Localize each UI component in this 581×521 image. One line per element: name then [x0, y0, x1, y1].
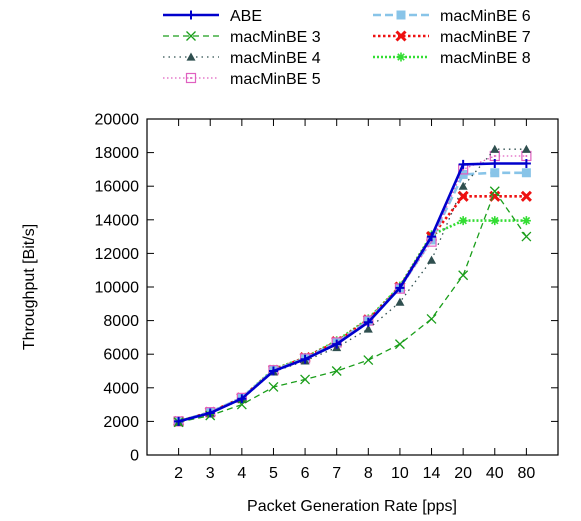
- data-point: [521, 231, 532, 242]
- data-point: [205, 408, 215, 418]
- y-tick-label: 20000: [95, 112, 140, 129]
- legend-marker: [395, 30, 407, 42]
- legend-marker: [396, 10, 406, 20]
- legend: ABE macMinBE 3 macMinBE 4 macMinBE 5 macMinB…: [163, 8, 531, 88]
- legend-label: ABE: [230, 8, 262, 25]
- series-macminbe-7: [173, 190, 532, 427]
- series-macminbe-5: [173, 150, 532, 427]
- legend-entry-macminbe-3: macMinBE 3: [163, 29, 321, 46]
- data-point: [300, 354, 310, 364]
- data-point: [489, 186, 500, 197]
- series-macminbe-6: [174, 168, 531, 426]
- y-tick-label: 10000: [95, 280, 140, 297]
- legend-entry-macminbe-7: macMinBE 7: [373, 29, 531, 46]
- data-point: [395, 283, 405, 293]
- series-line-macminbe-7: [178, 195, 527, 423]
- x-axis-label: Packet Generation Rate [pps]: [247, 498, 457, 515]
- y-tick-label: 12000: [95, 246, 140, 263]
- data-point: [490, 216, 500, 226]
- series-line-macminbe-6: [178, 171, 527, 423]
- series-line-macminbe-4: [178, 148, 527, 423]
- data-point: [490, 159, 500, 169]
- data-point: [490, 168, 500, 178]
- data-point: [521, 159, 531, 169]
- series-abe: [174, 159, 531, 426]
- legend-entry-macminbe-5: macMinBE 5: [163, 71, 321, 88]
- data-point: [363, 317, 373, 327]
- x-tick-label: 8: [364, 465, 373, 482]
- y-tick-label: 8000: [103, 313, 139, 330]
- data-point: [363, 324, 373, 333]
- data-point: [521, 168, 531, 178]
- data-point: [394, 339, 405, 350]
- legend-marker: [185, 72, 197, 84]
- x-tick-label: 7: [332, 465, 341, 482]
- data-point: [458, 181, 468, 190]
- data-point: [427, 255, 437, 264]
- x-tick-label: 80: [517, 465, 535, 482]
- series-line-macminbe-3: [178, 189, 527, 423]
- y-tick-label: 18000: [95, 145, 140, 162]
- y-axis-label: Throughput [Bit/s]: [21, 224, 38, 350]
- data-point: [395, 297, 405, 306]
- y-tick-label: 6000: [103, 347, 139, 364]
- data-point: [520, 190, 532, 202]
- x-tick-label: 5: [269, 465, 278, 482]
- x-tick-label: 20: [454, 465, 472, 482]
- x-tick-label: 10: [391, 465, 409, 482]
- legend-entry-macminbe-4: macMinBE 4: [163, 50, 321, 67]
- data-point: [268, 382, 279, 392]
- data-point: [458, 270, 469, 281]
- y-tick-label: 4000: [103, 380, 139, 397]
- series-line-macminbe-5: [178, 155, 527, 423]
- legend-label: macMinBE 5: [230, 71, 321, 88]
- series-macminbe-8: [174, 216, 531, 426]
- data-point: [458, 216, 468, 226]
- series-line-macminbe-8: [178, 219, 527, 423]
- legend-label: macMinBE 6: [440, 8, 531, 25]
- data-point: [490, 144, 500, 153]
- data-point: [521, 216, 531, 226]
- data-point: [237, 394, 247, 404]
- x-tick-label: 40: [486, 465, 504, 482]
- series-layer: [173, 144, 532, 428]
- x-tick-label: 2: [174, 465, 183, 482]
- legend-entry-abe: ABE: [163, 8, 262, 25]
- legend-entry-macminbe-8: macMinBE 8: [373, 50, 531, 67]
- legend-label: macMinBE 3: [230, 29, 321, 46]
- data-point: [427, 232, 437, 242]
- data-point: [300, 374, 311, 385]
- legend-marker: [396, 52, 406, 62]
- legend-label: macMinBE 4: [230, 50, 321, 67]
- data-point: [331, 366, 342, 376]
- data-point: [174, 416, 184, 426]
- y-tick-label: 0: [130, 448, 139, 465]
- data-point: [236, 399, 247, 410]
- data-point: [363, 355, 374, 366]
- x-tick-label: 3: [206, 465, 215, 482]
- series-line-abe: [178, 162, 527, 423]
- data-point: [458, 159, 468, 169]
- data-point: [426, 313, 437, 324]
- series-macminbe-3: [173, 186, 532, 428]
- y-axis: 0 2000 4000 6000 8000 10000 12000 14000 16000 180…: [95, 112, 558, 465]
- data-point: [521, 144, 531, 153]
- x-axis: 2 3 4 5 6 7 8 10 14 20 40 80: [174, 119, 535, 482]
- y-tick-label: 14000: [95, 212, 140, 229]
- x-tick-label: 4: [237, 465, 246, 482]
- legend-label: macMinBE 7: [440, 29, 531, 46]
- data-point: [268, 366, 278, 376]
- x-tick-label: 6: [301, 465, 310, 482]
- series-macminbe-4: [174, 144, 531, 426]
- legend-marker: [186, 10, 196, 20]
- data-point: [332, 339, 342, 349]
- y-tick-label: 2000: [103, 414, 139, 431]
- legend-entry-macminbe-6: macMinBE 6: [373, 8, 531, 25]
- legend-marker: [186, 31, 196, 41]
- legend-label: macMinBE 8: [440, 50, 531, 67]
- legend-marker: [186, 52, 196, 61]
- x-tick-label: 14: [423, 465, 441, 482]
- y-tick-label: 16000: [95, 179, 140, 196]
